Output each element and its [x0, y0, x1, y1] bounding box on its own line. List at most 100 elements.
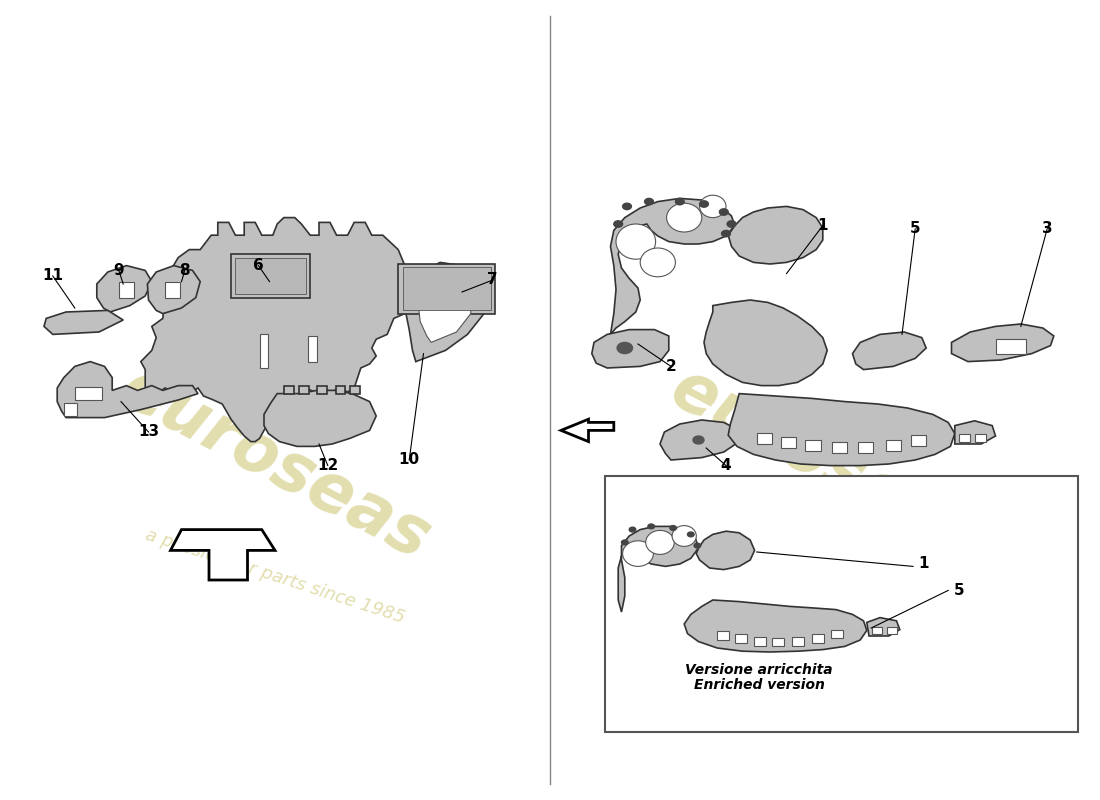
Circle shape — [629, 527, 636, 532]
Bar — [308, 336, 317, 362]
Circle shape — [617, 342, 632, 354]
Circle shape — [614, 221, 623, 227]
Circle shape — [693, 436, 704, 444]
Text: 13: 13 — [138, 425, 160, 439]
Ellipse shape — [672, 526, 696, 546]
Polygon shape — [618, 526, 698, 612]
Polygon shape — [561, 419, 614, 442]
Ellipse shape — [667, 203, 702, 232]
Polygon shape — [44, 310, 123, 334]
Circle shape — [719, 209, 728, 215]
Polygon shape — [418, 276, 471, 342]
Polygon shape — [660, 420, 739, 460]
Text: 1: 1 — [817, 218, 828, 233]
Polygon shape — [350, 386, 360, 394]
Bar — [886, 440, 901, 451]
Text: 5: 5 — [954, 583, 965, 598]
Polygon shape — [141, 218, 409, 442]
Polygon shape — [955, 421, 996, 444]
Text: 9: 9 — [113, 263, 124, 278]
Polygon shape — [704, 300, 827, 386]
Polygon shape — [284, 386, 294, 394]
Ellipse shape — [646, 530, 674, 554]
Bar — [403, 267, 491, 310]
Ellipse shape — [700, 195, 726, 218]
Circle shape — [688, 532, 694, 537]
Bar — [772, 638, 784, 646]
Text: 1: 1 — [918, 557, 930, 571]
Polygon shape — [592, 330, 669, 368]
Polygon shape — [299, 386, 309, 394]
Text: a passion for parts since 1985: a passion for parts since 1985 — [143, 526, 407, 626]
Polygon shape — [57, 362, 198, 418]
Circle shape — [722, 230, 730, 237]
Text: euroseas: euroseas — [659, 355, 991, 573]
Bar — [754, 637, 766, 646]
Bar — [996, 339, 1026, 354]
Polygon shape — [336, 386, 345, 394]
Polygon shape — [728, 394, 955, 466]
Circle shape — [727, 221, 736, 227]
Text: Versione arricchita: Versione arricchita — [685, 663, 833, 678]
Bar — [735, 634, 747, 643]
Bar — [887, 627, 896, 634]
Circle shape — [645, 198, 653, 205]
Bar — [757, 433, 772, 444]
Circle shape — [700, 201, 708, 207]
Bar — [119, 282, 134, 298]
Polygon shape — [264, 390, 376, 446]
Ellipse shape — [616, 224, 656, 259]
Bar — [975, 434, 986, 442]
Bar — [231, 254, 310, 298]
Circle shape — [623, 203, 631, 210]
Ellipse shape — [640, 248, 675, 277]
Bar — [398, 264, 495, 314]
Ellipse shape — [623, 541, 653, 566]
Bar — [830, 630, 843, 638]
Text: a passion for parts since 1985: a passion for parts since 1985 — [693, 526, 957, 626]
Text: 2: 2 — [666, 359, 676, 374]
Bar — [832, 442, 847, 453]
Circle shape — [648, 524, 654, 529]
Circle shape — [694, 543, 701, 548]
Polygon shape — [852, 332, 926, 370]
Text: euroseas: euroseas — [109, 355, 441, 573]
Text: 12: 12 — [317, 458, 339, 473]
Bar — [858, 442, 873, 453]
Polygon shape — [952, 324, 1054, 362]
Bar — [812, 634, 824, 643]
Bar — [959, 434, 970, 442]
Text: 3: 3 — [1042, 222, 1053, 236]
Text: 11: 11 — [42, 269, 64, 283]
Polygon shape — [684, 600, 867, 652]
Polygon shape — [405, 262, 488, 362]
Polygon shape — [610, 198, 735, 334]
Text: 8: 8 — [179, 263, 190, 278]
Polygon shape — [97, 266, 152, 312]
FancyBboxPatch shape — [605, 476, 1078, 732]
Circle shape — [621, 540, 628, 545]
Bar — [911, 435, 926, 446]
Circle shape — [670, 526, 676, 530]
Bar — [260, 334, 268, 368]
Bar — [75, 387, 102, 400]
Polygon shape — [696, 531, 755, 570]
Text: 7: 7 — [487, 273, 498, 287]
Bar — [235, 258, 306, 294]
Bar — [781, 437, 796, 448]
Circle shape — [675, 198, 684, 205]
Text: 4: 4 — [720, 458, 732, 473]
Bar — [64, 403, 77, 416]
Polygon shape — [317, 386, 327, 394]
Text: 5: 5 — [910, 222, 921, 236]
Bar — [717, 631, 729, 640]
Polygon shape — [728, 206, 823, 264]
Text: Enriched version: Enriched version — [694, 678, 824, 692]
Bar — [872, 627, 882, 634]
Polygon shape — [170, 530, 275, 580]
Text: 10: 10 — [398, 453, 420, 467]
Bar — [165, 282, 180, 298]
Polygon shape — [867, 618, 900, 636]
Bar — [805, 440, 821, 451]
Text: 6: 6 — [253, 258, 264, 273]
